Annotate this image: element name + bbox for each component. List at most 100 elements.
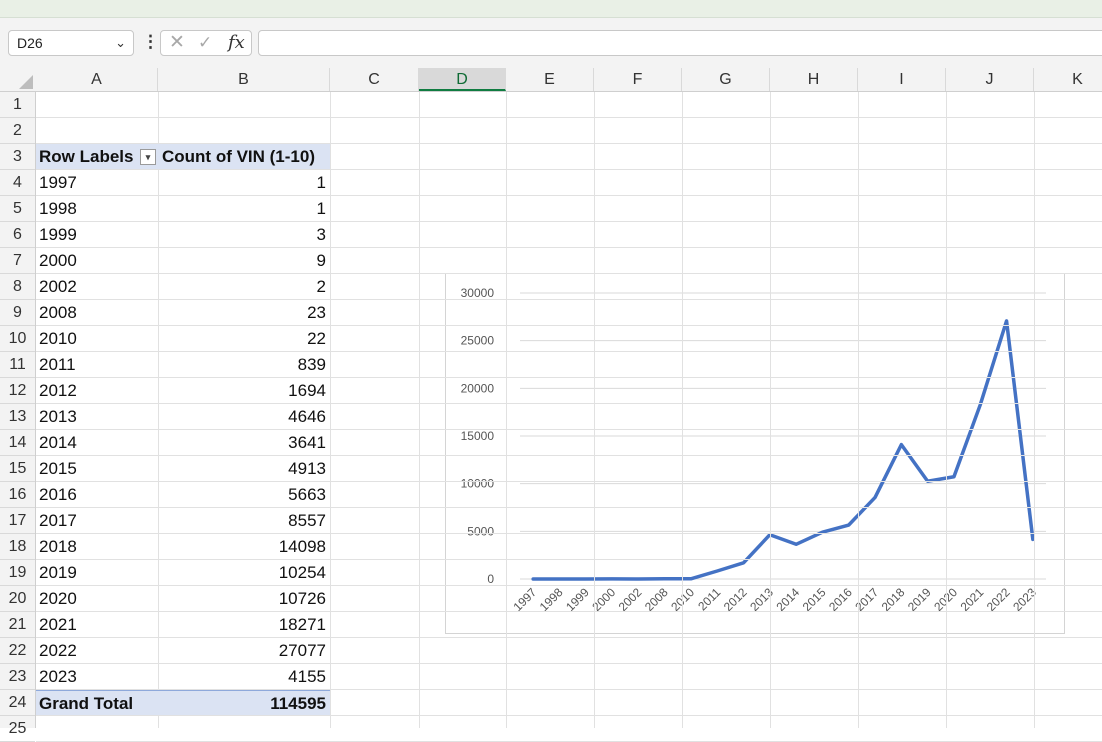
data-point[interactable] — [610, 577, 614, 581]
more-options-icon[interactable]: ⋮ — [142, 32, 159, 51]
row-header-7[interactable]: 7 — [0, 248, 35, 274]
pivot-row-value[interactable]: 9 — [158, 248, 330, 273]
pivot-header-row-labels[interactable]: Row Labels ▾ — [36, 144, 158, 169]
row-header-25[interactable]: 25 — [0, 716, 35, 742]
pivot-row-value[interactable]: 1 — [158, 196, 330, 221]
data-point[interactable] — [847, 523, 851, 527]
row-header-13[interactable]: 13 — [0, 404, 35, 430]
pivot-row-label[interactable]: 2018 — [36, 534, 158, 559]
pivot-row-label[interactable]: 2021 — [36, 612, 158, 637]
pivot-row-value[interactable]: 5663 — [158, 482, 330, 507]
row-header-9[interactable]: 9 — [0, 300, 35, 326]
data-point[interactable] — [715, 569, 719, 573]
column-header-h[interactable]: H — [770, 68, 858, 91]
line-chart[interactable]: 0 5000 10000 15000 20000 25000 30000 1997 1998 19… — [445, 273, 1065, 634]
pivot-row-label[interactable]: 2019 — [36, 560, 158, 585]
pivot-row-label[interactable]: 2000 — [36, 248, 158, 273]
series-line[interactable] — [531, 319, 1035, 581]
pivot-row-label[interactable]: 2016 — [36, 482, 158, 507]
pivot-row-value[interactable]: 3 — [158, 222, 330, 247]
pivot-row-label[interactable]: 2011 — [36, 352, 158, 377]
pivot-row-value[interactable]: 27077 — [158, 638, 330, 663]
column-header-c[interactable]: C — [330, 68, 419, 91]
data-point[interactable] — [689, 577, 693, 581]
pivot-row-label[interactable]: 2013 — [36, 404, 158, 429]
column-header-a[interactable]: A — [36, 68, 158, 91]
row-header-4[interactable]: 4 — [0, 170, 35, 196]
formula-input[interactable] — [258, 30, 1102, 56]
row-header-22[interactable]: 22 — [0, 638, 35, 664]
row-header-18[interactable]: 18 — [0, 534, 35, 560]
column-header-d[interactable]: D — [419, 68, 506, 91]
column-header-g[interactable]: G — [682, 68, 770, 91]
data-point[interactable] — [794, 542, 798, 546]
data-point[interactable] — [952, 475, 956, 479]
data-point[interactable] — [742, 561, 746, 565]
pivot-row-value[interactable]: 839 — [158, 352, 330, 377]
pivot-row-label[interactable]: 2023 — [36, 664, 158, 689]
pivot-row-value[interactable]: 4155 — [158, 664, 330, 689]
pivot-row-value[interactable]: 22 — [158, 326, 330, 351]
row-header-19[interactable]: 19 — [0, 560, 35, 586]
data-point[interactable] — [557, 577, 561, 581]
row-header-3[interactable]: 3 — [0, 144, 35, 170]
row-header-23[interactable]: 23 — [0, 664, 35, 690]
cancel-icon[interactable]: ✕ — [169, 32, 185, 53]
row-header-11[interactable]: 11 — [0, 352, 35, 378]
name-box[interactable]: D26 ⌄ — [8, 30, 134, 56]
row-header-6[interactable]: 6 — [0, 222, 35, 248]
row-header-5[interactable]: 5 — [0, 196, 35, 222]
select-all-corner[interactable] — [0, 68, 36, 92]
pivot-row-label[interactable]: 2020 — [36, 586, 158, 611]
chevron-down-icon[interactable]: ⌄ — [115, 35, 126, 50]
pivot-row-value[interactable]: 18271 — [158, 612, 330, 637]
pivot-header-value[interactable]: Count of VIN (1-10) — [158, 144, 330, 169]
row-header-16[interactable]: 16 — [0, 482, 35, 508]
row-header-10[interactable]: 10 — [0, 326, 35, 352]
enter-check-icon[interactable]: ✓ — [198, 33, 213, 52]
data-point[interactable] — [899, 443, 903, 447]
column-header-f[interactable]: F — [594, 68, 682, 91]
pivot-row-value[interactable]: 1694 — [158, 378, 330, 403]
pivot-row-value[interactable]: 23 — [158, 300, 330, 325]
pivot-row-label[interactable]: 2008 — [36, 300, 158, 325]
pivot-row-label[interactable]: 2014 — [36, 430, 158, 455]
pivot-row-value[interactable]: 8557 — [158, 508, 330, 533]
row-header-12[interactable]: 12 — [0, 378, 35, 404]
pivot-row-value[interactable]: 4913 — [158, 456, 330, 481]
pivot-row-label[interactable]: 2015 — [36, 456, 158, 481]
row-header-21[interactable]: 21 — [0, 612, 35, 638]
pivot-row-label[interactable]: 1997 — [36, 170, 158, 195]
data-point[interactable] — [584, 577, 588, 581]
grand-total-value[interactable]: 114595 — [158, 690, 330, 715]
pivot-row-value[interactable]: 4646 — [158, 404, 330, 429]
pivot-row-label[interactable]: 2002 — [36, 274, 158, 299]
pivot-row-label[interactable]: 2010 — [36, 326, 158, 351]
column-header-e[interactable]: E — [506, 68, 594, 91]
pivot-row-label[interactable]: 2012 — [36, 378, 158, 403]
column-header-k[interactable]: K — [1034, 68, 1102, 91]
row-header-8[interactable]: 8 — [0, 274, 35, 300]
filter-dropdown-icon[interactable]: ▾ — [140, 149, 156, 165]
pivot-row-label[interactable]: 1998 — [36, 196, 158, 221]
row-header-20[interactable]: 20 — [0, 586, 35, 612]
data-point[interactable] — [1005, 319, 1009, 323]
row-header-24[interactable]: 24 — [0, 690, 35, 716]
data-point[interactable] — [531, 577, 535, 581]
column-header-i[interactable]: I — [858, 68, 946, 91]
pivot-row-value[interactable]: 10254 — [158, 560, 330, 585]
pivot-row-label[interactable]: 2017 — [36, 508, 158, 533]
pivot-row-value[interactable]: 14098 — [158, 534, 330, 559]
row-header-15[interactable]: 15 — [0, 456, 35, 482]
row-header-2[interactable]: 2 — [0, 118, 35, 144]
pivot-row-value[interactable]: 2 — [158, 274, 330, 299]
column-header-b[interactable]: B — [158, 68, 330, 91]
pivot-row-label[interactable]: 2022 — [36, 638, 158, 663]
column-header-j[interactable]: J — [946, 68, 1034, 91]
pivot-row-value[interactable]: 1 — [158, 170, 330, 195]
data-point[interactable] — [873, 495, 877, 499]
row-header-17[interactable]: 17 — [0, 508, 35, 534]
grand-total-label[interactable]: Grand Total — [36, 690, 158, 715]
data-point[interactable] — [663, 577, 667, 581]
row-header-14[interactable]: 14 — [0, 430, 35, 456]
